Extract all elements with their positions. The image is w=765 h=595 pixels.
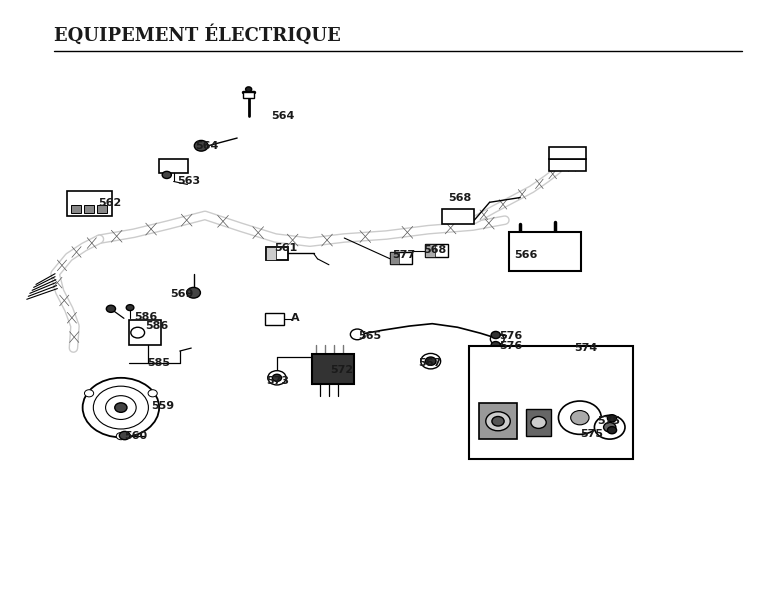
Bar [84,205,94,213]
Text: A: A [291,314,299,323]
Ellipse shape [421,353,441,369]
Text: 562: 562 [98,199,121,208]
Ellipse shape [492,416,504,426]
Bar [425,244,435,257]
Bar [71,205,81,213]
Ellipse shape [126,305,134,311]
Ellipse shape [558,401,601,434]
Text: 573: 573 [266,376,289,386]
Bar [442,209,474,224]
Bar [129,320,161,345]
Ellipse shape [491,342,500,349]
Bar [312,354,354,384]
Text: 559: 559 [151,401,174,411]
Text: 567: 567 [418,358,441,368]
Text: EQUIPEMENT ÉLECTRIQUE: EQUIPEMENT ÉLECTRIQUE [54,24,340,45]
Ellipse shape [350,329,364,340]
Text: 568: 568 [448,193,471,202]
Bar [97,205,107,213]
Ellipse shape [106,396,136,419]
Ellipse shape [162,171,171,178]
Text: 577: 577 [392,250,415,259]
Ellipse shape [268,371,286,385]
Bar [549,147,586,159]
Text: 564: 564 [195,141,219,151]
Text: 568: 568 [423,245,446,255]
Ellipse shape [571,411,589,425]
Ellipse shape [607,427,617,434]
Text: 586: 586 [134,312,157,321]
Ellipse shape [148,390,158,397]
Bar [67,191,112,216]
Text: 575: 575 [580,430,603,439]
Text: 564: 564 [272,111,295,121]
Bar [526,409,551,436]
Ellipse shape [84,390,93,397]
Bar [243,92,254,98]
Text: 576: 576 [500,342,522,351]
Ellipse shape [194,140,208,151]
Text: 585: 585 [148,358,171,368]
Bar [425,244,448,257]
Ellipse shape [187,287,200,298]
Ellipse shape [607,415,617,422]
Ellipse shape [604,422,616,432]
Bar [265,313,284,325]
Ellipse shape [115,403,127,412]
Bar [509,232,581,271]
Ellipse shape [486,412,510,431]
Text: 576: 576 [500,331,522,341]
Text: 569: 569 [171,289,194,299]
Text: 560: 560 [124,431,147,440]
Ellipse shape [594,415,625,439]
Ellipse shape [83,378,159,437]
Ellipse shape [491,331,500,339]
Bar [266,247,288,260]
Bar [390,252,399,264]
Text: 566: 566 [514,250,538,259]
Text: 572: 572 [330,365,353,375]
Text: 565: 565 [358,331,381,341]
Ellipse shape [425,357,436,365]
Ellipse shape [531,416,546,428]
Ellipse shape [246,87,252,92]
Text: 574: 574 [574,343,597,353]
Ellipse shape [131,327,145,338]
Bar [479,403,517,439]
Ellipse shape [116,433,125,440]
Ellipse shape [272,374,282,381]
Ellipse shape [490,334,504,345]
Text: 575: 575 [597,416,620,426]
Bar [549,159,586,171]
Bar [266,247,276,260]
Text: 563: 563 [177,177,200,186]
Text: 561: 561 [274,243,297,253]
Ellipse shape [106,305,116,312]
Ellipse shape [119,431,130,440]
Bar [159,159,188,173]
Text: 586: 586 [145,321,168,331]
Ellipse shape [93,386,148,429]
Bar [390,252,412,264]
Bar [469,346,633,459]
